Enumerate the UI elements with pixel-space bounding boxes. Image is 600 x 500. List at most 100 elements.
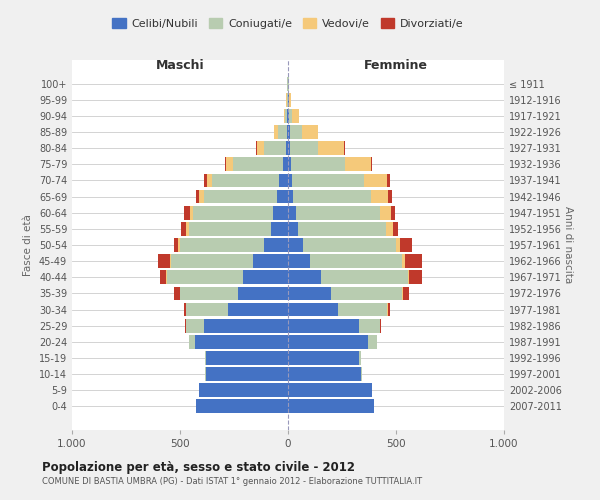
Bar [388, 190, 392, 203]
Bar [285, 109, 287, 123]
Bar [167, 270, 242, 284]
Bar [195, 335, 288, 348]
Bar [160, 270, 166, 284]
Bar [284, 109, 285, 123]
Bar [403, 286, 409, 300]
Bar [170, 254, 172, 268]
Bar [181, 222, 187, 235]
Bar [409, 270, 422, 284]
Bar [288, 270, 322, 284]
Bar [386, 222, 393, 235]
Text: Popolazione per età, sesso e stato civile - 2012: Popolazione per età, sesso e stato civil… [42, 462, 355, 474]
Bar [403, 254, 404, 268]
Bar [288, 125, 290, 139]
Bar [288, 109, 289, 123]
Bar [207, 174, 212, 188]
Bar [289, 93, 291, 106]
Bar [271, 222, 288, 235]
Bar [288, 400, 374, 413]
Bar [253, 254, 288, 268]
Y-axis label: Anni di nascita: Anni di nascita [563, 206, 573, 284]
Bar [184, 302, 186, 316]
Bar [172, 254, 253, 268]
Bar [371, 190, 388, 203]
Bar [174, 286, 179, 300]
Bar [380, 319, 381, 332]
Bar [233, 158, 283, 171]
Bar [359, 351, 361, 365]
Bar [291, 158, 345, 171]
Bar [199, 190, 204, 203]
Text: Maschi: Maschi [155, 60, 205, 72]
Bar [264, 142, 286, 155]
Bar [331, 286, 403, 300]
Bar [296, 206, 380, 220]
Bar [408, 270, 409, 284]
Bar [274, 125, 278, 139]
Bar [226, 158, 233, 171]
Bar [158, 254, 170, 268]
Bar [257, 142, 264, 155]
Text: Femmine: Femmine [364, 60, 428, 72]
Bar [184, 206, 190, 220]
Bar [238, 286, 288, 300]
Bar [288, 158, 291, 171]
Bar [287, 125, 288, 139]
Bar [288, 238, 303, 252]
Bar [227, 302, 288, 316]
Bar [264, 238, 288, 252]
Bar [188, 222, 271, 235]
Bar [288, 222, 298, 235]
Bar [174, 238, 178, 252]
Bar [400, 238, 412, 252]
Bar [188, 335, 195, 348]
Bar [288, 142, 290, 155]
Bar [359, 319, 380, 332]
Bar [288, 302, 338, 316]
Bar [278, 125, 287, 139]
Bar [166, 270, 167, 284]
Bar [204, 319, 288, 332]
Bar [388, 302, 390, 316]
Bar [288, 93, 289, 106]
Bar [380, 206, 391, 220]
Bar [288, 351, 359, 365]
Bar [178, 238, 180, 252]
Bar [391, 206, 395, 220]
Bar [290, 142, 318, 155]
Bar [338, 302, 388, 316]
Bar [199, 384, 288, 397]
Bar [288, 174, 292, 188]
Bar [277, 190, 288, 203]
Bar [404, 254, 422, 268]
Bar [388, 174, 389, 188]
Bar [288, 206, 296, 220]
Bar [212, 174, 280, 188]
Bar [393, 222, 398, 235]
Bar [345, 158, 371, 171]
Bar [286, 142, 288, 155]
Bar [292, 174, 364, 188]
Bar [206, 367, 288, 381]
Bar [187, 319, 204, 332]
Bar [289, 109, 292, 123]
Bar [288, 190, 293, 203]
Bar [310, 254, 403, 268]
Bar [196, 190, 199, 203]
Bar [292, 109, 299, 123]
Bar [187, 222, 188, 235]
Bar [206, 351, 288, 365]
Bar [322, 270, 408, 284]
Bar [190, 206, 193, 220]
Bar [288, 335, 368, 348]
Bar [371, 158, 372, 171]
Bar [396, 238, 400, 252]
Bar [290, 125, 302, 139]
Bar [364, 174, 388, 188]
Bar [205, 174, 207, 188]
Bar [193, 206, 273, 220]
Y-axis label: Fasce di età: Fasce di età [23, 214, 33, 276]
Bar [288, 367, 361, 381]
Bar [288, 286, 331, 300]
Bar [180, 286, 238, 300]
